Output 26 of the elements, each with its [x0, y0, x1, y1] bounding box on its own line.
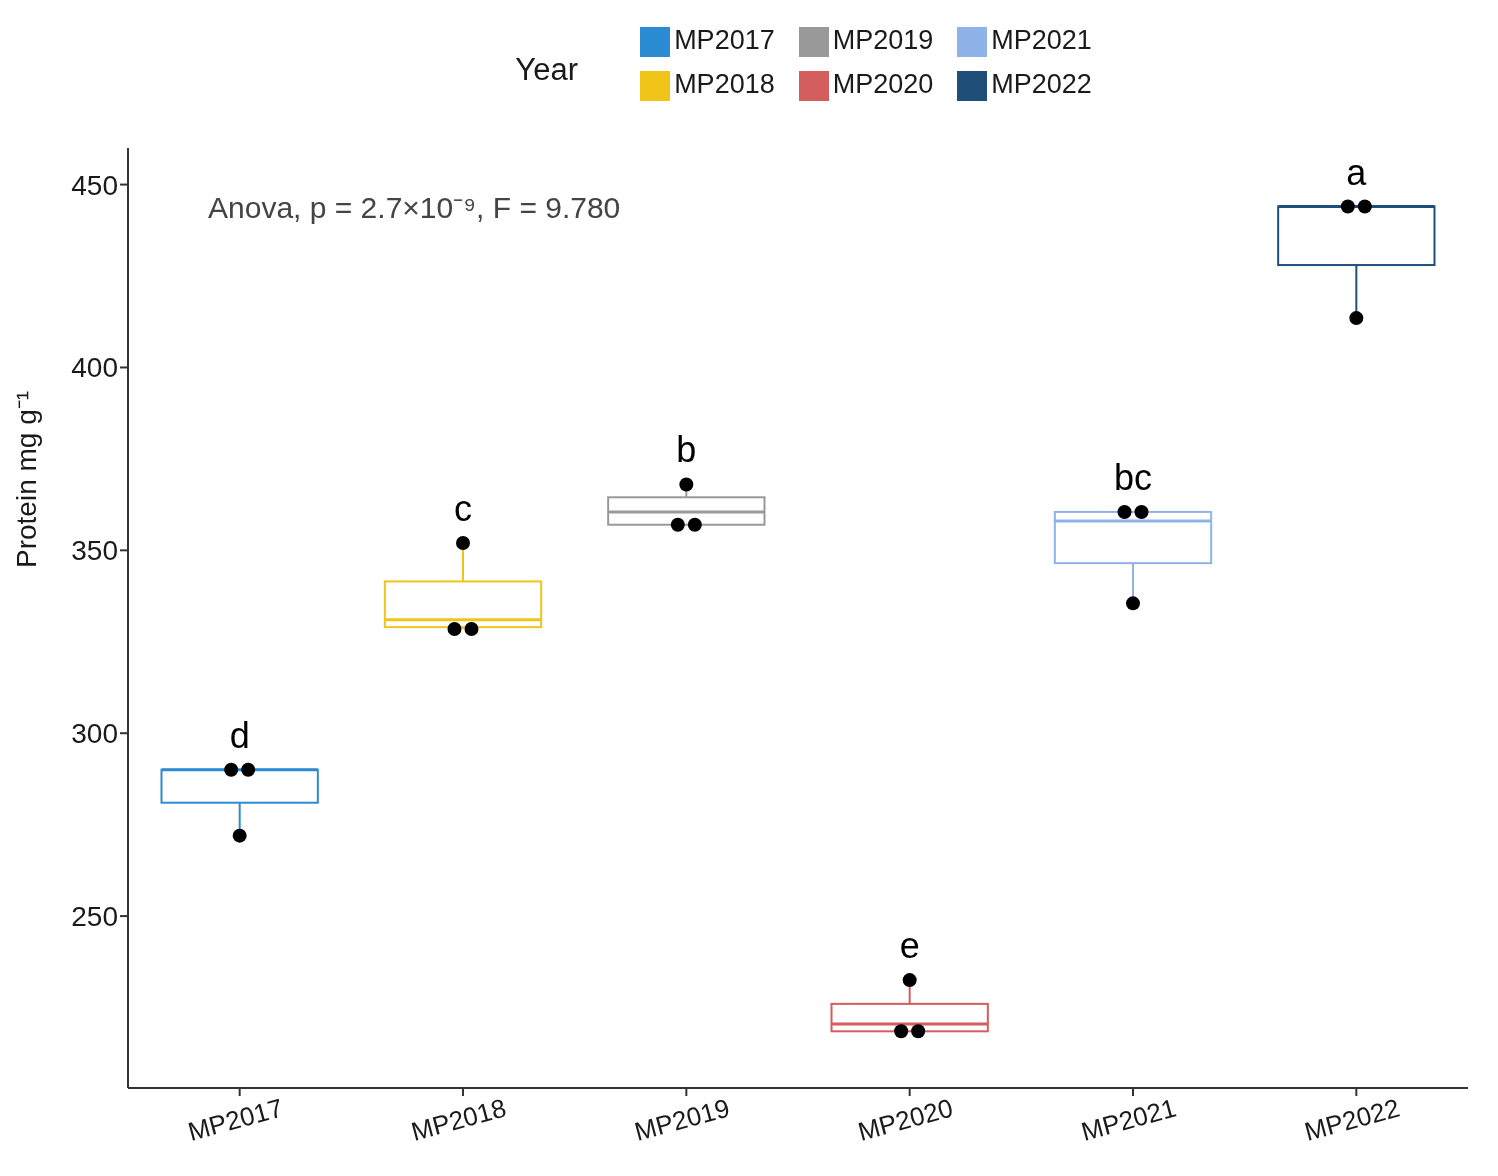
legend-label: MP2022 — [991, 69, 1092, 99]
x-tick-label: MP2021 — [1078, 1092, 1180, 1147]
legend-title: Year — [515, 52, 578, 87]
annotation: d — [229, 714, 250, 756]
x-tick-label: MP2019 — [631, 1092, 733, 1147]
annotation: b — [676, 429, 697, 471]
x-tick-label: MP2017 — [184, 1092, 286, 1147]
y-tick-label: 300 — [71, 718, 118, 750]
y-tick-label: 250 — [71, 901, 118, 933]
legend-label: MP2019 — [832, 25, 934, 55]
x-tick-label: MP2020 — [854, 1092, 956, 1147]
y-tick-label: 450 — [71, 169, 118, 201]
y-tick-label: 400 — [71, 352, 118, 384]
annotation: Anova, p = 2.7×10⁻⁹, F = 9.780 — [208, 191, 621, 224]
y-axis-title: Protein mg g⁻¹ — [10, 390, 42, 568]
y-tick-label: 350 — [71, 535, 118, 567]
annotation: e — [899, 925, 920, 967]
annotation: bc — [1113, 456, 1153, 498]
legend-label: MP2017 — [674, 25, 775, 55]
x-tick-label: MP2022 — [1301, 1092, 1403, 1147]
annotation: a — [1346, 151, 1368, 193]
legend-label: MP2018 — [674, 69, 775, 99]
legend-label: MP2020 — [832, 69, 934, 99]
legend-label: MP2021 — [991, 25, 1092, 55]
annotation: c — [454, 488, 472, 530]
x-tick-label: MP2018 — [408, 1092, 510, 1147]
